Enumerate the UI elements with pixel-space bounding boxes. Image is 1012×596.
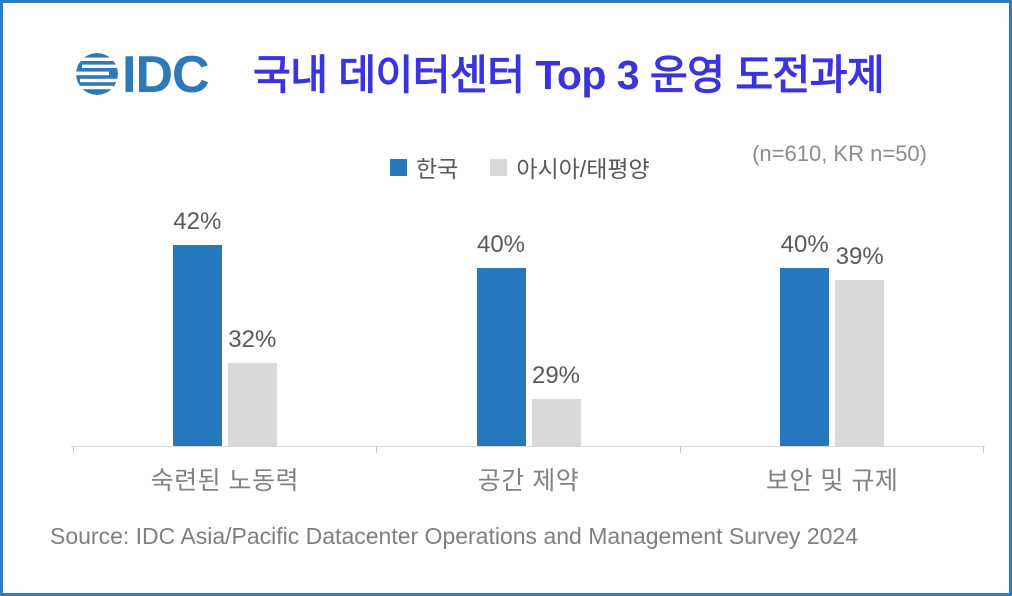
legend-label: 한국 xyxy=(416,156,459,182)
legend-label: 아시아/태평양 xyxy=(516,156,650,182)
bar-column: 32% xyxy=(227,326,277,446)
bar-value-label: 42% xyxy=(173,208,222,235)
bar-group: 40% 39% xyxy=(680,209,984,446)
chart-legend: 한국 아시아/태평양 xyxy=(390,150,650,184)
bar-korea xyxy=(780,268,830,446)
plot-area: 42% 32% 40% 29% 40% 39% xyxy=(73,208,984,446)
bar-column: 39% xyxy=(835,243,885,446)
bar-group: 40% 29% xyxy=(377,209,681,446)
legend-swatch xyxy=(490,158,508,176)
bar-korea xyxy=(476,268,526,446)
axis-tick xyxy=(73,446,74,453)
legend-swatch xyxy=(390,158,407,176)
bar-korea xyxy=(172,245,222,446)
legend-item: 아시아/태평양 xyxy=(490,150,650,184)
bar-column: 29% xyxy=(531,362,581,446)
bar-value-label: 32% xyxy=(228,326,277,353)
axis-tick xyxy=(376,446,378,453)
source-note: Source: IDC Asia/Pacific Datacenter Oper… xyxy=(50,523,858,549)
bar-value-label: 40% xyxy=(780,231,829,258)
chart-title: 국내 데이터센터 Top 3 운영 도전과제 xyxy=(253,52,885,98)
bar-asia-pacific xyxy=(835,280,885,446)
category-axis-labels: 숙련된 노동력 공간 제약 보안 및 규제 xyxy=(73,461,984,497)
bar-column: 40% xyxy=(780,231,830,446)
bar-value-label: 39% xyxy=(835,243,884,270)
category-label: 공간 제약 xyxy=(477,467,580,495)
bar-group: 42% 32% xyxy=(73,208,377,446)
category-label: 숙련된 노동력 xyxy=(150,467,300,495)
bar-column: 42% xyxy=(172,208,222,446)
bar-asia-pacific xyxy=(531,399,581,446)
bar-value-label: 40% xyxy=(476,231,526,258)
bar-value-label: 29% xyxy=(531,362,581,389)
x-axis-line xyxy=(71,446,985,447)
category-label: 보안 및 규제 xyxy=(765,467,899,495)
legend-item: 한국 xyxy=(390,150,458,184)
idc-logo: IDC xyxy=(76,46,210,103)
logo-text: IDC xyxy=(122,46,209,103)
axis-tick xyxy=(983,446,984,453)
sample-size-note: (n=610, KR n=50) xyxy=(752,141,927,166)
bar-asia-pacific xyxy=(227,363,277,446)
striped-globe-icon xyxy=(76,53,118,95)
bar-column: 40% xyxy=(476,231,526,446)
axis-tick xyxy=(679,446,681,453)
